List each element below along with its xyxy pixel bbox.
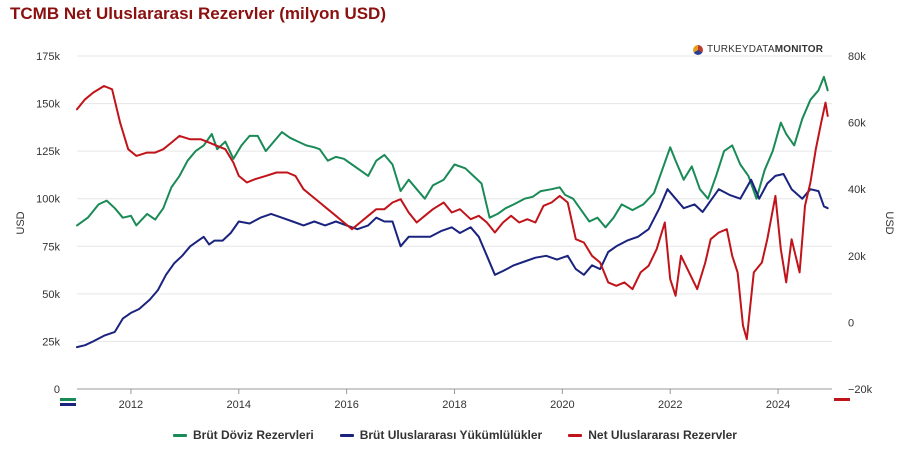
- left-axis-marker-blue: [60, 403, 76, 406]
- legend-swatch: [339, 433, 354, 437]
- x-tick-label: 2024: [766, 399, 790, 411]
- legend-item-brut-doviz[interactable]: Brüt Döviz Rezervleri: [173, 428, 314, 442]
- y-right-tick-label: −20k: [848, 384, 873, 396]
- x-tick-label: 2022: [658, 399, 682, 411]
- globe-icon: [693, 44, 703, 55]
- x-tick-label: 2016: [334, 399, 358, 411]
- y-left-tick-label: 100k: [36, 194, 60, 206]
- series-layer: [76, 75, 829, 349]
- chart-title: TCMB Net Uluslararası Rezervler (milyon …: [10, 4, 386, 23]
- y-left-axis: 0 25k 50k 75k 100k 125k 150k 175k: [36, 51, 60, 396]
- x-tick-label: 2014: [227, 399, 251, 411]
- y-left-tick-label: 150k: [36, 99, 60, 111]
- y-left-tick-label: 50k: [42, 289, 60, 301]
- watermark-suffix: MONITOR: [774, 44, 824, 55]
- y-right-tick-label: 60k: [848, 118, 866, 130]
- series-line-1: [76, 173, 829, 349]
- grid-layer: [77, 55, 832, 390]
- legend-item-brut-yukumluluk[interactable]: Brüt Uluslararası Yükümlülükler: [339, 428, 543, 442]
- y-left-tick-label: 25k: [42, 336, 60, 348]
- y-right-tick-label: 20k: [848, 251, 866, 263]
- x-tick-label: 2020: [550, 399, 574, 411]
- y-right-tick-label: 40k: [848, 184, 866, 196]
- legend-label: Brüt Döviz Rezervleri: [193, 428, 314, 442]
- y-left-axis-title: USD: [15, 211, 27, 234]
- y-right-tick-label: 0: [848, 317, 854, 329]
- legend-swatch: [568, 433, 583, 437]
- legend-item-net-rezerv[interactable]: Net Uluslararası Rezervler: [568, 428, 737, 442]
- y-left-tick-label: 0: [54, 384, 60, 396]
- watermark-prefix: TURKEYDATA: [707, 44, 775, 55]
- y-left-tick-label: 125k: [36, 146, 60, 158]
- series-line-2: [76, 85, 829, 341]
- x-axis: 2012 2014 2016 2018 2020 2022 2024: [119, 389, 790, 411]
- y-right-tick-label: 80k: [848, 51, 866, 63]
- y-left-tick-label: 175k: [36, 51, 60, 63]
- legend: Brüt Döviz Rezervleri Brüt Uluslararası …: [0, 428, 910, 442]
- y-right-axis-title: USD: [883, 211, 895, 234]
- legend-label: Brüt Uluslararası Yükümlülükler: [359, 428, 543, 442]
- series-line-0: [76, 75, 829, 229]
- left-axis-marker-green: [60, 398, 76, 401]
- x-tick-label: 2018: [442, 399, 466, 411]
- legend-label: Net Uluslararası Rezervler: [588, 428, 737, 442]
- y-right-axis: −20k 0 20k 40k 60k 80k: [848, 51, 873, 396]
- right-axis-marker-red: [834, 398, 850, 401]
- y-left-tick-label: 75k: [42, 241, 60, 253]
- legend-swatch: [173, 433, 188, 437]
- x-tick-label: 2012: [119, 399, 143, 411]
- watermark-logo: TURKEYDATA MONITOR: [693, 44, 823, 55]
